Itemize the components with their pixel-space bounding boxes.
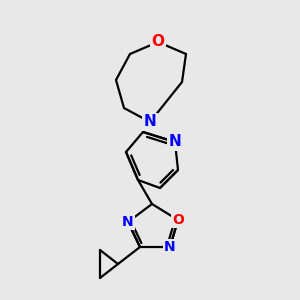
Text: N: N	[169, 134, 182, 149]
Text: O: O	[152, 34, 164, 50]
Text: N: N	[122, 215, 134, 229]
Text: O: O	[172, 213, 184, 227]
Text: N: N	[164, 240, 176, 254]
Text: N: N	[144, 115, 156, 130]
